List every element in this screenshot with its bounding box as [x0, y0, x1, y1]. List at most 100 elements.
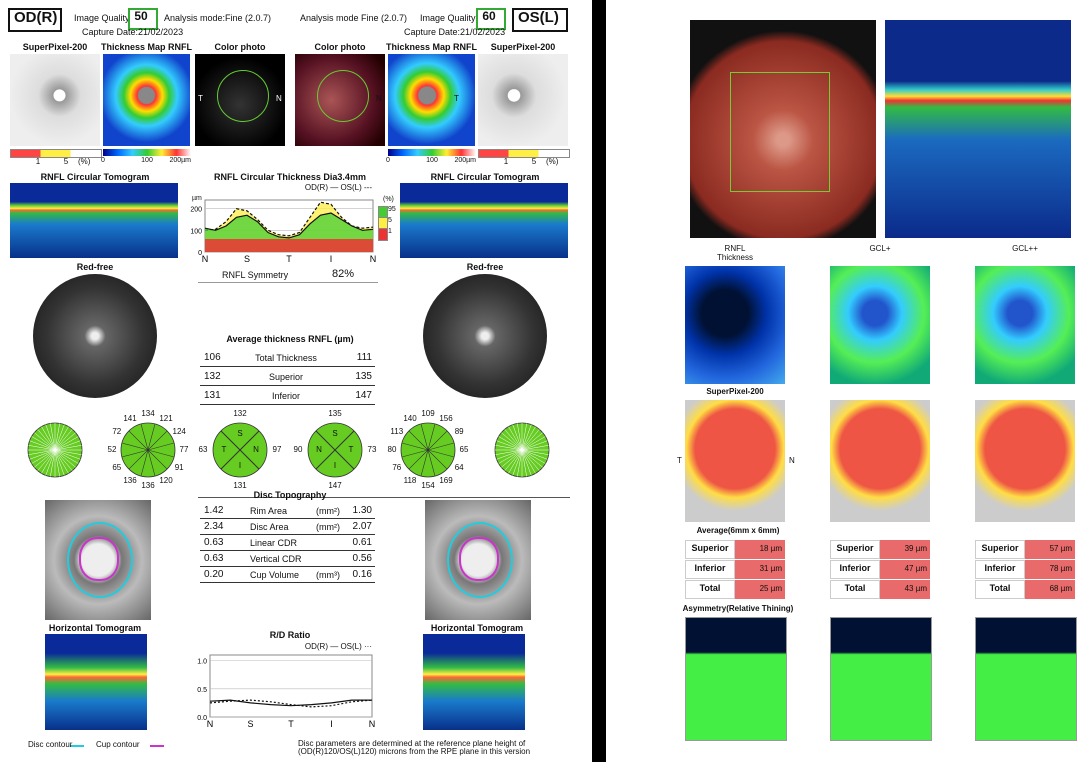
clock-divider	[121, 442, 149, 451]
pie-divider	[34, 449, 56, 468]
pie-divider	[512, 424, 523, 451]
pie-divider	[54, 449, 65, 476]
superpixel-pie	[494, 422, 550, 478]
clock-value: 113	[390, 427, 404, 436]
clock-divider	[408, 449, 429, 470]
column-title: GCL++	[1012, 244, 1038, 253]
pie-divider	[54, 426, 69, 451]
plot-legend: OD(R) — OS(L) ---	[304, 183, 372, 192]
label: Image Quality	[420, 13, 476, 23]
side-label: T	[454, 94, 459, 103]
row-value: 57 µm	[1049, 544, 1072, 553]
label: 50	[134, 9, 148, 23]
side-label: N	[276, 94, 282, 103]
clock-divider	[427, 449, 436, 477]
label: (mm²)	[316, 522, 340, 532]
label: Linear CDR	[250, 538, 298, 548]
rd-plot: 0.0 0.5 1.0 N S T I N	[197, 654, 375, 729]
clock-value: 140	[403, 413, 417, 423]
superpixel-map	[830, 400, 930, 522]
clock-divider	[427, 430, 448, 451]
clock-divider	[147, 449, 156, 477]
symmetry-value: 82%	[332, 268, 355, 280]
clock-value: 77	[179, 445, 189, 454]
row-label: Inferior	[694, 563, 726, 573]
clock-value: 80	[387, 445, 397, 454]
plot-frame	[209, 654, 373, 718]
column-title: RNFL Thickness	[716, 244, 753, 263]
clock-value: 109	[421, 409, 435, 418]
clock-divider	[401, 442, 429, 451]
label: Analysis mode Fine (2.0.7)	[300, 13, 408, 23]
cup-contour	[79, 537, 119, 581]
label: (%)	[546, 157, 559, 166]
clock-divider	[147, 449, 175, 458]
panel-title: Thickness Map RNFL	[100, 42, 193, 52]
row-value: 43 µm	[904, 584, 927, 593]
label-cell	[975, 540, 1025, 559]
value-cell	[735, 560, 785, 579]
row-value: 78 µm	[1049, 564, 1072, 573]
quadrant-label: S	[332, 429, 338, 438]
row-rule	[200, 582, 375, 583]
panel-title: Horizontal Tomogram	[430, 623, 524, 633]
oct-scan	[885, 20, 1071, 238]
panel-title: SuperPixel-200	[706, 387, 764, 396]
clock-divider	[140, 423, 149, 451]
label: 1	[35, 157, 41, 166]
pie-divider	[45, 424, 56, 451]
clock-divider	[420, 449, 429, 477]
quadrant-value: 63	[198, 445, 208, 454]
clock-divider	[420, 423, 429, 451]
row-value: 47 µm	[904, 564, 927, 573]
page-divider	[592, 0, 606, 762]
thickness-map	[975, 266, 1075, 384]
eye-label: OD(R)	[14, 9, 58, 26]
panel-title: Color photo	[214, 42, 266, 52]
pie-divider	[37, 449, 56, 471]
label: 0.63	[204, 537, 224, 548]
x-tick-label: N	[369, 719, 376, 729]
pie-divider	[29, 440, 56, 451]
clock-value: 141	[123, 413, 137, 423]
clock-value: 118	[403, 476, 417, 486]
quadrant-value: 132	[233, 409, 247, 418]
pie-divider	[512, 449, 523, 476]
label: 60	[482, 9, 496, 23]
pie-divider	[521, 449, 540, 471]
panel-title: RNFL Circular Tomogram	[40, 172, 150, 182]
asymmetry-map	[975, 617, 1077, 741]
label-cell	[685, 580, 735, 599]
row-label: Superior	[836, 543, 874, 553]
disc-contour	[447, 522, 513, 598]
row-rule	[200, 366, 375, 367]
symmetry-label: RNFL Symmetry	[222, 270, 289, 280]
row-rule	[200, 550, 375, 551]
label: 5	[388, 217, 392, 224]
plot-title: RNFL Circular Thickness Dia3.4mm	[214, 172, 366, 182]
label: 200µm	[169, 157, 191, 164]
quadrant-label: I	[238, 461, 242, 470]
x-tick-label: N	[202, 254, 209, 264]
quadrant-label: I	[333, 461, 337, 470]
quadrant-value: 90	[293, 445, 303, 454]
cup-swatch	[150, 745, 164, 747]
label: Cup contour	[96, 740, 140, 749]
circular-tomogram	[400, 183, 568, 258]
y-tick-label: 0	[198, 250, 202, 257]
thickness-scale	[103, 149, 191, 156]
clock-value: 134	[141, 409, 155, 418]
pie-divider	[28, 445, 56, 451]
label: Disc contour	[28, 740, 73, 749]
pie-divider	[504, 429, 523, 451]
clock-value: 76	[392, 463, 402, 472]
pie-divider	[508, 449, 523, 474]
pie-divider	[521, 436, 546, 451]
photo-ring	[217, 70, 269, 122]
section-title: Asymmetry(Relative Thining)	[682, 604, 794, 613]
label: 95	[388, 206, 396, 213]
table-title: Average thickness RNFL (µm)	[226, 334, 354, 344]
pie-divider	[521, 449, 549, 455]
quadrant-label: T	[221, 445, 227, 454]
